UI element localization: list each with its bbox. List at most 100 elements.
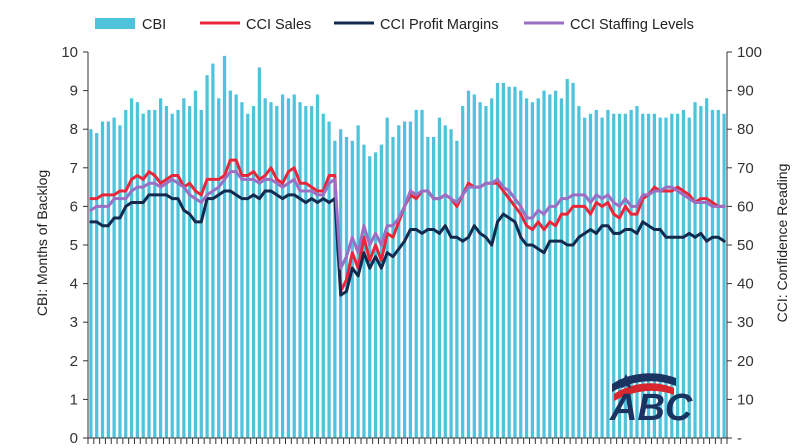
right-tick-label: 50 bbox=[737, 237, 754, 254]
cbi-bar bbox=[182, 98, 186, 438]
cbi-bar bbox=[646, 113, 651, 438]
left-axis-ticks: 0 1 2 3 4 5 6 7 8 9 10 bbox=[61, 44, 78, 447]
cbi-bar bbox=[321, 113, 325, 438]
cbi-bar bbox=[501, 82, 505, 438]
axes bbox=[83, 51, 732, 444]
cbi-bar bbox=[304, 106, 308, 438]
left-tick-label: 1 bbox=[70, 391, 78, 408]
right-tick-label: 60 bbox=[737, 198, 754, 215]
cbi-bar bbox=[600, 117, 604, 439]
right-axis-title: CCI: Confidence Reading bbox=[774, 164, 790, 323]
cbi-bar bbox=[124, 109, 128, 439]
cbi-bar bbox=[356, 125, 360, 438]
cbi-bar bbox=[333, 140, 337, 438]
cbi-bar bbox=[466, 90, 471, 438]
cbi-bar bbox=[629, 109, 633, 439]
cbi-bar bbox=[263, 98, 267, 438]
cbi-bar bbox=[257, 67, 261, 438]
cbi-bar bbox=[681, 109, 686, 439]
right-tick-label: 20 bbox=[737, 353, 754, 370]
logo-stripe-2 bbox=[614, 383, 674, 401]
cbi-bar bbox=[687, 117, 691, 439]
cbi-bar bbox=[222, 55, 227, 439]
legend-sales-label: CCI Sales bbox=[246, 17, 311, 33]
cbi-bar bbox=[606, 109, 610, 439]
cbi-bar bbox=[269, 102, 273, 439]
left-tick-label: 2 bbox=[70, 353, 78, 370]
cbi-bar bbox=[391, 136, 395, 439]
cbi-bar bbox=[292, 94, 296, 439]
cbi-bar bbox=[495, 82, 500, 438]
cbi-bar bbox=[286, 98, 291, 438]
cbi-bar bbox=[170, 113, 174, 438]
cbi-bar bbox=[641, 113, 645, 438]
cbi-bar bbox=[327, 121, 331, 438]
cbi-bar bbox=[402, 121, 407, 438]
cbi-bar bbox=[472, 94, 476, 439]
cbi-bar bbox=[188, 106, 192, 438]
cbi-bar bbox=[368, 156, 372, 438]
cbi-bar bbox=[100, 121, 105, 438]
cbi-bar bbox=[129, 98, 134, 438]
cbi-bar bbox=[199, 109, 203, 439]
cbi-bar bbox=[193, 90, 198, 438]
cbi-bar bbox=[240, 102, 244, 439]
cbi-bar bbox=[583, 117, 587, 439]
right-tick-label: 70 bbox=[737, 160, 754, 177]
legend-cbi-label: CBI bbox=[142, 17, 166, 33]
cbi-bar bbox=[478, 102, 482, 439]
cbi-bar bbox=[141, 113, 145, 438]
cbi-bar bbox=[507, 86, 511, 439]
right-tick-label: 100 bbox=[737, 44, 762, 61]
cbi-bar bbox=[722, 113, 726, 438]
cbi-bar bbox=[95, 133, 99, 438]
cbi-bar bbox=[228, 90, 232, 438]
cbi-bar bbox=[176, 109, 180, 439]
cbi-bar bbox=[234, 94, 238, 439]
cbi-bar bbox=[437, 117, 442, 439]
cbi-bar bbox=[246, 113, 250, 438]
cbi-bar bbox=[379, 144, 383, 438]
cbi-bar bbox=[280, 94, 285, 439]
cbi-bar bbox=[350, 140, 354, 438]
legend: CBI CCI Sales CCI Profit Margins CCI Sta… bbox=[95, 17, 694, 33]
cbi-bar bbox=[420, 109, 424, 439]
cbi-bar bbox=[153, 109, 157, 439]
cbi-bar bbox=[513, 86, 517, 439]
cbi-bar bbox=[205, 75, 209, 438]
cci-profit-margins-line bbox=[89, 189, 726, 297]
cbi-bar bbox=[594, 109, 598, 439]
cbi-bar bbox=[530, 102, 535, 439]
right-tick-label: - bbox=[737, 430, 742, 447]
logo-text: ABC bbox=[609, 387, 693, 429]
cbi-bar bbox=[315, 94, 320, 439]
cbi-bar bbox=[676, 113, 680, 438]
cbi-bar bbox=[635, 106, 639, 438]
cbi-bar bbox=[559, 98, 564, 438]
right-tick-label: 80 bbox=[737, 121, 754, 138]
abc-logo: ABC bbox=[609, 373, 693, 429]
cbi-bar bbox=[397, 125, 401, 438]
cci-staffing-levels-line bbox=[89, 170, 726, 270]
left-tick-label: 0 bbox=[70, 430, 78, 447]
cbi-bar bbox=[612, 113, 616, 438]
cbi-bar bbox=[484, 106, 488, 438]
cbi-bar bbox=[710, 109, 715, 439]
left-tick-label: 10 bbox=[61, 44, 78, 61]
left-axis-title: CBI: Months of Backlog bbox=[34, 170, 50, 316]
cbi-bar bbox=[536, 98, 540, 438]
cbi-bar bbox=[664, 117, 668, 439]
left-tick-label: 3 bbox=[70, 314, 78, 331]
left-tick-label: 8 bbox=[70, 121, 78, 138]
cbi-bar bbox=[373, 152, 378, 439]
cbi-bar bbox=[112, 117, 116, 439]
cbi-bar bbox=[519, 90, 523, 438]
cbi-bar bbox=[588, 113, 593, 438]
cbi-bar bbox=[652, 113, 657, 438]
cbi-bar bbox=[158, 98, 163, 438]
cbi-bar bbox=[554, 90, 558, 438]
cbi-bar bbox=[385, 117, 389, 439]
cbi-bar bbox=[147, 109, 151, 439]
cbi-bar bbox=[699, 106, 703, 438]
cbi-bar bbox=[548, 94, 552, 439]
